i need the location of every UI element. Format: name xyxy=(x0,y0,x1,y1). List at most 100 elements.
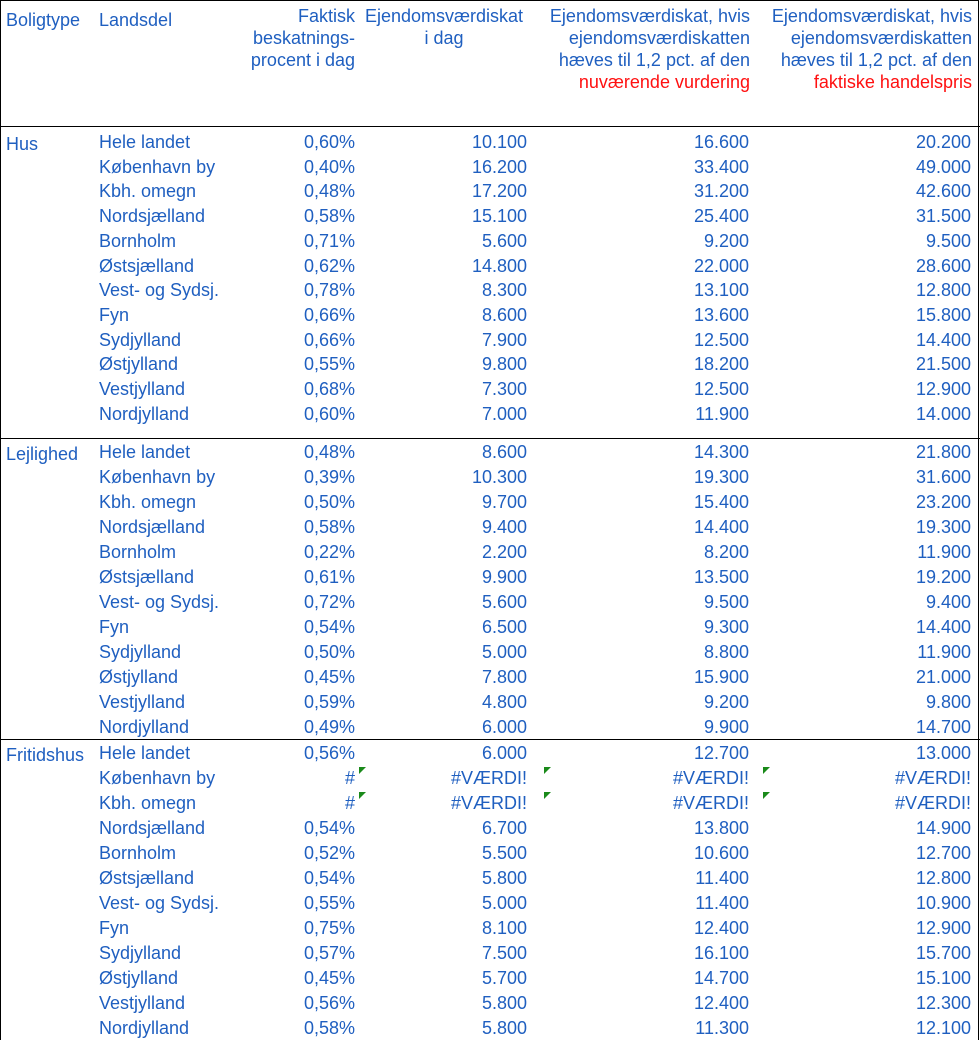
market-value-cell[interactable]: 12.900 xyxy=(915,379,971,399)
market-value-cell[interactable]: 12.700 xyxy=(915,843,971,863)
market-value-cell[interactable]: 12.300 xyxy=(915,993,971,1013)
market-value-cell[interactable]: 12.800 xyxy=(915,868,971,888)
current-value-cell[interactable]: 22.000 xyxy=(693,256,749,276)
region-cell[interactable]: København by xyxy=(99,467,216,487)
market-value-cell[interactable]: 14.000 xyxy=(915,404,971,424)
tax-cell[interactable]: 8.600 xyxy=(481,442,527,462)
rate-cell[interactable]: 0,66% xyxy=(303,330,355,350)
tax-cell[interactable]: 5.600 xyxy=(481,592,527,612)
market-value-cell[interactable]: #VÆRDI! xyxy=(894,768,971,788)
group-label[interactable]: Hus xyxy=(6,134,39,154)
current-value-cell[interactable]: 9.500 xyxy=(703,592,749,612)
current-value-cell[interactable]: 12.500 xyxy=(693,379,749,399)
rate-cell[interactable]: 0,62% xyxy=(303,256,355,276)
market-value-cell[interactable]: 20.200 xyxy=(915,132,971,152)
current-value-cell[interactable]: #VÆRDI! xyxy=(672,793,749,813)
rate-cell[interactable]: 0,75% xyxy=(303,918,355,938)
rate-cell[interactable]: 0,54% xyxy=(303,868,355,888)
region-cell[interactable]: Vest- og Sydsj. xyxy=(99,592,220,612)
rate-cell[interactable]: 0,66% xyxy=(303,305,355,325)
rate-cell[interactable]: 0,60% xyxy=(303,404,355,424)
tax-cell[interactable]: 7.500 xyxy=(481,943,527,963)
region-cell[interactable]: Nordjylland xyxy=(99,1018,190,1038)
current-value-cell[interactable]: 9.200 xyxy=(703,692,749,712)
market-value-cell[interactable]: 11.900 xyxy=(917,542,971,562)
region-cell[interactable]: Østsjælland xyxy=(99,567,195,587)
rate-cell[interactable]: # xyxy=(344,768,355,788)
region-cell[interactable]: Bornholm xyxy=(99,843,177,863)
tax-cell[interactable]: 8.300 xyxy=(481,280,527,300)
tax-cell[interactable]: 5.000 xyxy=(481,642,527,662)
market-value-cell[interactable]: 12.100 xyxy=(915,1018,971,1038)
rate-cell[interactable]: 0,55% xyxy=(303,354,355,374)
tax-cell[interactable]: 5.600 xyxy=(481,231,527,251)
market-value-cell[interactable]: 19.300 xyxy=(915,517,971,537)
rate-cell[interactable]: 0,50% xyxy=(303,492,355,512)
region-cell[interactable]: Nordsjælland xyxy=(99,206,206,226)
error-indicator-icon[interactable] xyxy=(544,792,551,799)
tax-cell[interactable]: #VÆRDI! xyxy=(450,768,527,788)
market-value-cell[interactable]: 14.400 xyxy=(915,330,971,350)
market-value-cell[interactable]: 14.700 xyxy=(915,717,971,737)
tax-cell[interactable]: 9.900 xyxy=(481,567,527,587)
current-value-cell[interactable]: 31.200 xyxy=(693,181,749,201)
tax-cell[interactable]: 7.000 xyxy=(481,404,527,424)
region-cell[interactable]: Østsjælland xyxy=(99,256,195,276)
tax-cell[interactable]: 2.200 xyxy=(481,542,527,562)
tax-cell[interactable]: 16.200 xyxy=(471,157,527,177)
current-value-cell[interactable]: 33.400 xyxy=(693,157,749,177)
rate-cell[interactable]: 0,45% xyxy=(303,968,355,988)
region-cell[interactable]: Kbh. omegn xyxy=(99,181,197,201)
market-value-cell[interactable]: 13.000 xyxy=(915,743,971,763)
rate-cell[interactable]: 0,78% xyxy=(303,280,355,300)
market-value-cell[interactable]: 14.400 xyxy=(915,617,971,637)
current-value-cell[interactable]: 9.300 xyxy=(703,617,749,637)
rate-cell[interactable]: 0,58% xyxy=(303,206,355,226)
region-cell[interactable]: Fyn xyxy=(99,305,130,325)
market-value-cell[interactable]: 21.800 xyxy=(915,442,971,462)
current-value-cell[interactable]: 18.200 xyxy=(693,354,749,374)
current-value-cell[interactable]: 11.400 xyxy=(695,893,749,913)
tax-cell[interactable]: 5.000 xyxy=(481,893,527,913)
rate-cell[interactable]: 0,54% xyxy=(303,818,355,838)
rate-cell[interactable]: 0,59% xyxy=(303,692,355,712)
group-label[interactable]: Fritidshus xyxy=(6,745,85,765)
rate-cell[interactable]: 0,48% xyxy=(303,442,355,462)
region-cell[interactable]: Vestjylland xyxy=(99,379,186,399)
current-value-cell[interactable]: #VÆRDI! xyxy=(672,768,749,788)
rate-cell[interactable]: 0,68% xyxy=(303,379,355,399)
market-value-cell[interactable]: 23.200 xyxy=(915,492,971,512)
header-boligtype[interactable]: Boligtype xyxy=(6,9,80,133)
rate-cell[interactable]: 0,39% xyxy=(303,467,355,487)
region-cell[interactable]: Vestjylland xyxy=(99,993,186,1013)
tax-cell[interactable]: 8.600 xyxy=(481,305,527,325)
rate-cell[interactable]: 0,50% xyxy=(303,642,355,662)
current-value-cell[interactable]: 14.300 xyxy=(693,442,749,462)
region-cell[interactable]: Hele landet xyxy=(99,442,191,462)
current-value-cell[interactable]: 8.200 xyxy=(703,542,749,562)
market-value-cell[interactable]: 31.500 xyxy=(915,206,971,226)
region-cell[interactable]: Bornholm xyxy=(99,231,177,251)
market-value-cell[interactable]: 15.700 xyxy=(915,943,971,963)
current-value-cell[interactable]: 14.700 xyxy=(693,968,749,988)
header-landsdel[interactable]: Landsdel xyxy=(99,9,172,133)
current-value-cell[interactable]: 12.700 xyxy=(693,743,749,763)
error-indicator-icon[interactable] xyxy=(359,792,366,799)
market-value-cell[interactable]: 12.800 xyxy=(915,280,971,300)
market-value-cell[interactable]: 9.400 xyxy=(925,592,971,612)
region-cell[interactable]: Nordsjælland xyxy=(99,517,206,537)
current-value-cell[interactable]: 15.400 xyxy=(693,492,749,512)
tax-cell[interactable]: 6.000 xyxy=(481,743,527,763)
market-value-cell[interactable]: 28.600 xyxy=(915,256,971,276)
rate-cell[interactable]: 0,58% xyxy=(303,517,355,537)
tax-cell[interactable]: 9.400 xyxy=(481,517,527,537)
header-ejendomsvaerdiskat[interactable]: Ejendomsværdiskat i dag xyxy=(359,5,529,129)
current-value-cell[interactable]: 13.500 xyxy=(693,567,749,587)
market-value-cell[interactable]: 15.100 xyxy=(915,968,971,988)
region-cell[interactable]: Østjylland xyxy=(99,354,179,374)
tax-cell[interactable]: 6.500 xyxy=(481,617,527,637)
tax-cell[interactable]: 14.800 xyxy=(471,256,527,276)
market-value-cell[interactable]: 9.500 xyxy=(925,231,971,251)
tax-cell[interactable]: 5.800 xyxy=(481,993,527,1013)
current-value-cell[interactable]: 13.100 xyxy=(693,280,749,300)
